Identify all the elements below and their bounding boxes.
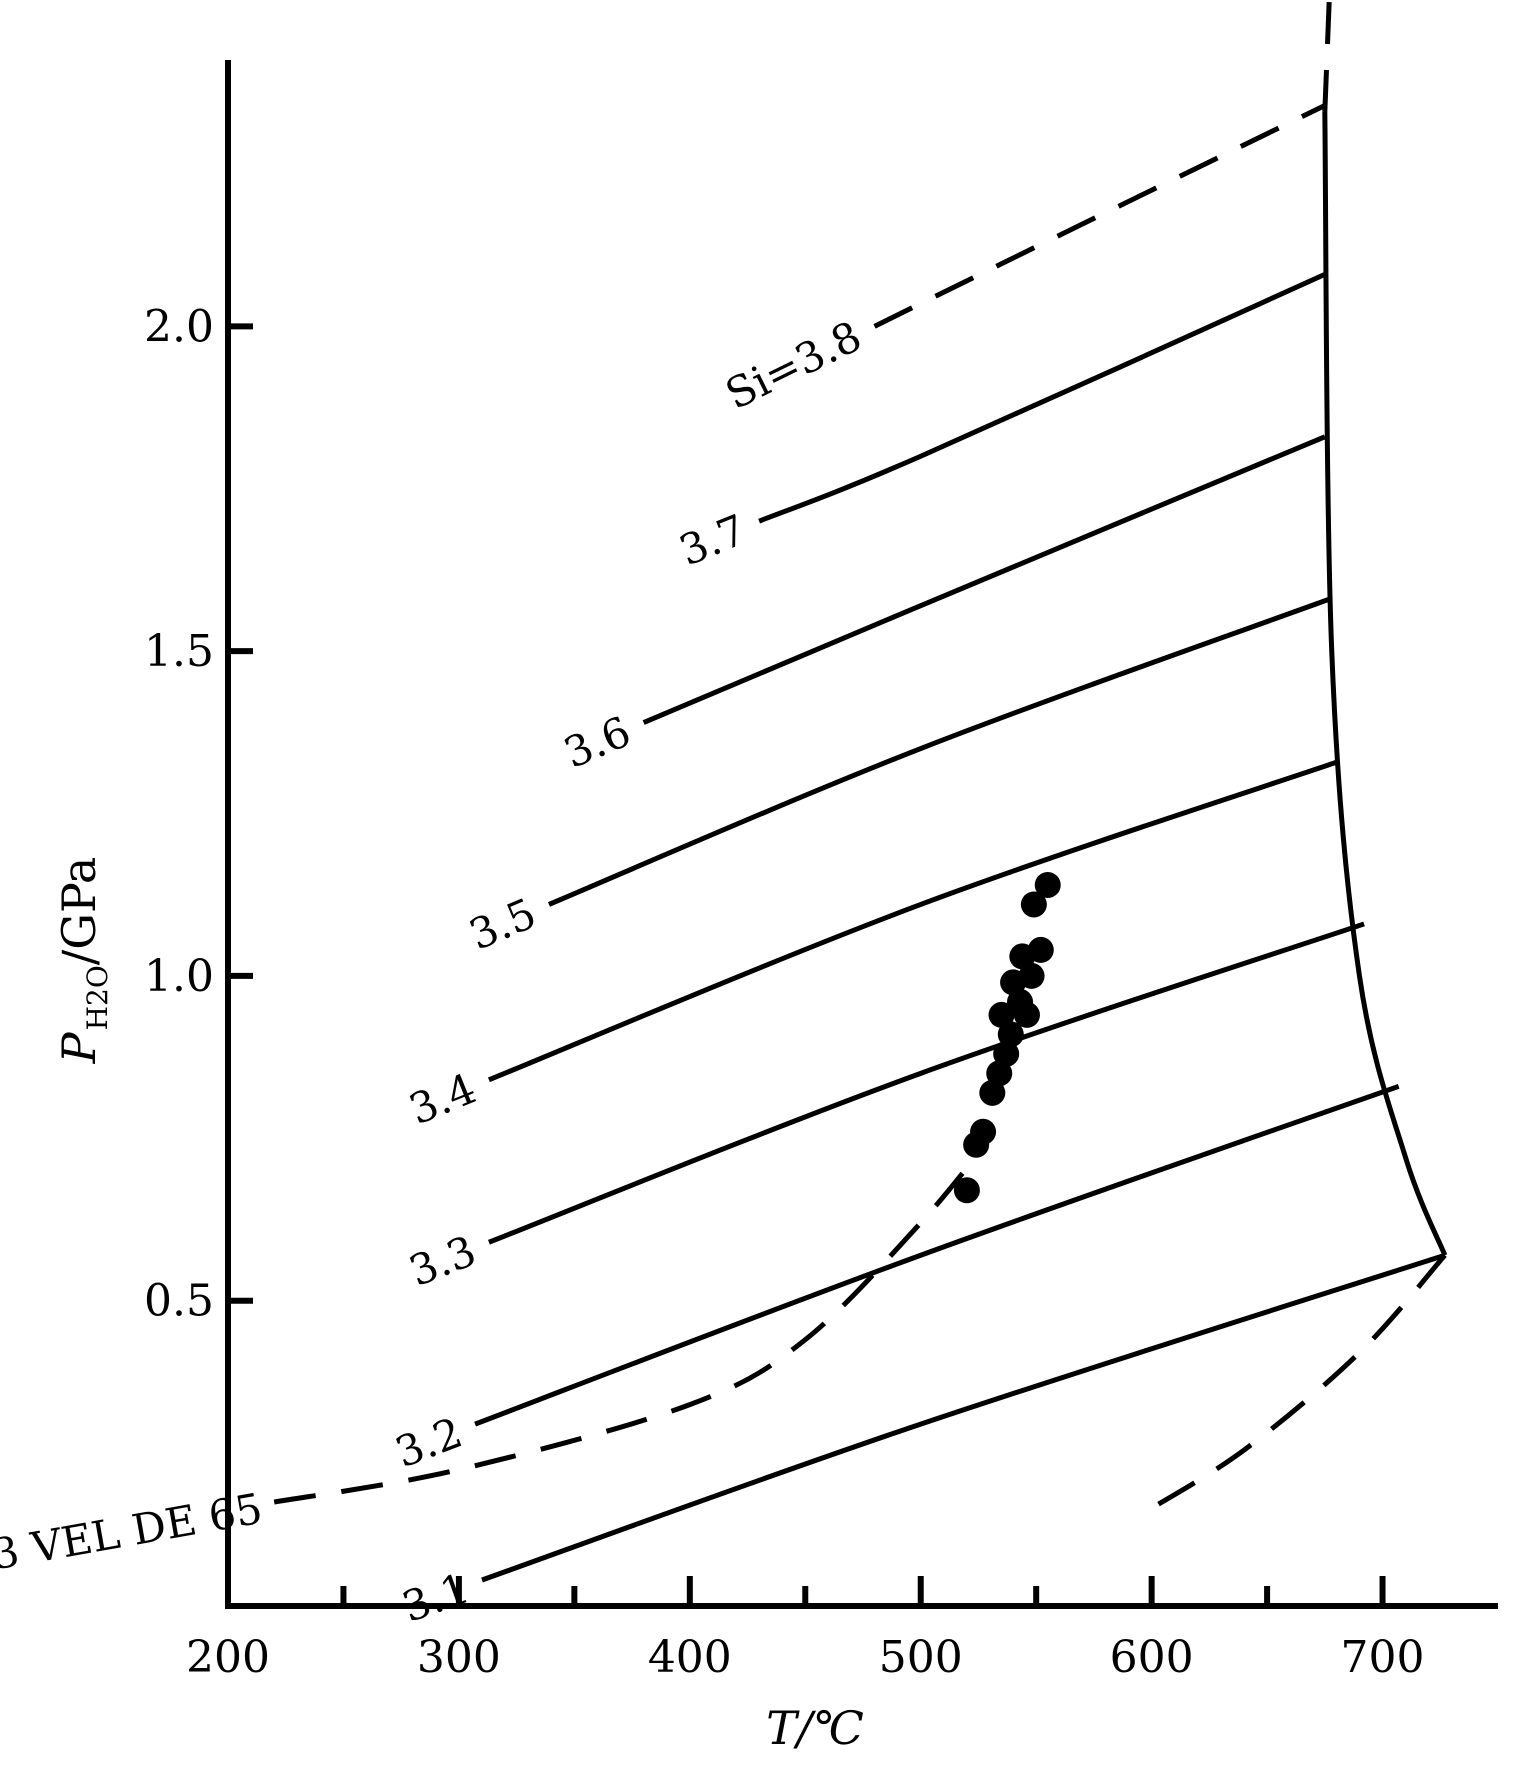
curve-label: 3.4 [402,1064,482,1135]
isopleth-curves [273,0,1448,1583]
isopleth-3.5 [547,596,1331,907]
isopleth-3.6 [642,434,1326,725]
x-tick-label: 500 [879,1632,963,1683]
y-tick-label: 1.5 [144,626,214,677]
isopleth-3.3 [488,921,1365,1245]
curve-label: 3.7 [673,505,753,575]
x-tick-label: 200 [186,1632,270,1683]
curve-label: 3.1 [396,1563,475,1632]
curve-label: 3.6 [557,707,638,778]
x-tick-label: 700 [1341,1632,1425,1683]
data-point [953,1177,980,1204]
x-tick-label: 400 [648,1632,732,1683]
curve-labels: 3.13.23.33.43.53.63.7Si=3.83.3 VEL DE 65 [0,311,869,1632]
y-axis-title-suffix: /GPa [52,857,106,966]
data-point [1018,962,1045,989]
x-tick-label: 300 [417,1632,501,1683]
curve-label: Si=3.8 [718,311,869,419]
isopleth-3.2 [474,1083,1400,1427]
isopleth-3.3-VEL-DE-65 [273,1136,992,1505]
y-axis-title-subscript: H2O [81,965,114,1030]
data-point [1020,891,1047,918]
y-tick-label: 1.0 [144,951,214,1002]
data-point [1034,871,1061,898]
curve-label: 3.2 [389,1408,469,1478]
curve-label: 3.3 [403,1226,483,1296]
x-tick-label: 600 [1110,1632,1194,1683]
data-point [997,1021,1024,1048]
isopleth-3.4 [487,759,1340,1083]
svg-text:PH2O/GPa: PH2O/GPa [52,857,114,1065]
boundary-curve-11 [1138,1253,1447,1518]
data-point [1027,936,1054,963]
y-tick-label: 2.0 [144,301,214,352]
data-point [993,1040,1020,1067]
data-point [988,1001,1015,1028]
x-axis-title: T/℃ [766,1701,864,1755]
boundary-curve-10 [1322,0,1332,113]
data-point [970,1118,997,1145]
boundary-curve-9 [1322,111,1448,1257]
data-point [1013,1001,1040,1028]
curve-label: 3.5 [462,889,543,960]
isopleth-3.1 [481,1252,1446,1583]
y-tick-label: 0.5 [144,1276,214,1327]
y-axis-title-prefix: P [52,1031,106,1064]
isopleth-3.7 [758,272,1326,524]
axes: 200 300 400 500 600 700 0.5 1.0 1.5 2.0 [144,60,1498,1683]
y-axis-title: PH2O/GPa [52,857,114,1065]
data-points [953,871,1061,1204]
isopleth-Si-3.8 [873,103,1326,329]
